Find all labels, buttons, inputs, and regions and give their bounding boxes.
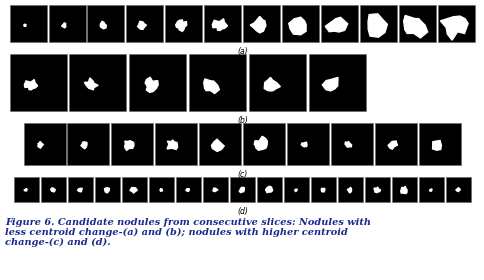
Text: (d): (d) — [237, 207, 247, 216]
Bar — [199, 123, 241, 165]
Polygon shape — [320, 188, 324, 192]
Polygon shape — [185, 189, 189, 192]
Bar — [69, 54, 126, 111]
Polygon shape — [81, 142, 87, 149]
Polygon shape — [24, 80, 38, 90]
Bar — [249, 54, 306, 111]
Bar — [331, 123, 373, 165]
Bar — [364, 177, 389, 202]
Bar — [67, 123, 109, 165]
Bar — [282, 5, 319, 42]
Text: Figure 6. Candidate nodules from consecutive slices: Nodules with: Figure 6. Candidate nodules from consecu… — [5, 218, 370, 227]
Bar — [375, 123, 417, 165]
Bar — [149, 177, 174, 202]
Polygon shape — [212, 19, 227, 31]
Polygon shape — [373, 187, 380, 193]
Polygon shape — [250, 16, 265, 33]
Bar — [445, 177, 470, 202]
Polygon shape — [124, 141, 134, 150]
Bar — [203, 177, 227, 202]
Polygon shape — [264, 77, 280, 91]
Bar — [14, 177, 39, 202]
Bar — [129, 54, 186, 111]
Bar — [176, 177, 200, 202]
Bar — [399, 5, 436, 42]
Bar — [243, 5, 280, 42]
Polygon shape — [166, 140, 177, 150]
Bar — [243, 123, 285, 165]
Text: (b): (b) — [237, 116, 247, 125]
Bar — [10, 5, 46, 42]
Bar — [95, 177, 120, 202]
Polygon shape — [239, 187, 244, 193]
Text: (c): (c) — [237, 170, 247, 179]
Polygon shape — [294, 189, 297, 192]
Polygon shape — [24, 189, 27, 191]
Bar — [48, 5, 85, 42]
Polygon shape — [325, 17, 347, 32]
Polygon shape — [211, 139, 224, 151]
Polygon shape — [100, 21, 106, 29]
Polygon shape — [212, 188, 217, 192]
Polygon shape — [38, 141, 43, 148]
Bar — [126, 5, 163, 42]
Polygon shape — [344, 142, 351, 147]
Bar — [229, 177, 255, 202]
Polygon shape — [455, 188, 459, 192]
Polygon shape — [367, 14, 387, 37]
Bar — [419, 123, 461, 165]
Polygon shape — [347, 187, 351, 193]
Polygon shape — [84, 78, 98, 90]
Polygon shape — [77, 188, 82, 192]
Bar — [321, 5, 358, 42]
Polygon shape — [301, 142, 306, 147]
Polygon shape — [432, 141, 440, 150]
Bar — [189, 54, 246, 111]
Bar — [111, 123, 153, 165]
Bar — [257, 177, 281, 202]
Polygon shape — [265, 186, 272, 193]
Polygon shape — [104, 188, 109, 193]
Polygon shape — [137, 21, 146, 29]
Text: (a): (a) — [237, 47, 247, 56]
Polygon shape — [203, 79, 219, 94]
Bar — [204, 5, 241, 42]
Polygon shape — [403, 15, 427, 38]
Polygon shape — [387, 141, 396, 149]
Bar — [155, 123, 197, 165]
Bar — [309, 54, 366, 111]
Polygon shape — [145, 77, 158, 92]
Polygon shape — [322, 77, 337, 91]
Polygon shape — [175, 20, 186, 31]
Bar — [68, 177, 93, 202]
Bar — [122, 177, 147, 202]
Text: less centroid change-(a) and (b); nodules with higher centroid: less centroid change-(a) and (b); nodule… — [5, 228, 347, 237]
Bar — [337, 177, 362, 202]
Polygon shape — [254, 136, 267, 150]
Bar — [287, 123, 329, 165]
Bar — [438, 5, 474, 42]
Bar — [418, 177, 443, 202]
Bar — [284, 177, 308, 202]
Polygon shape — [400, 186, 406, 193]
Text: change-(c) and (d).: change-(c) and (d). — [5, 238, 110, 247]
Bar — [23, 123, 65, 165]
Polygon shape — [130, 188, 137, 193]
Polygon shape — [51, 188, 55, 192]
Polygon shape — [288, 17, 305, 35]
Polygon shape — [429, 189, 431, 191]
Bar — [41, 177, 66, 202]
Bar — [165, 5, 202, 42]
Bar — [360, 5, 397, 42]
Polygon shape — [160, 188, 162, 191]
Bar — [87, 5, 124, 42]
Bar — [10, 54, 66, 111]
Bar — [310, 177, 335, 202]
Polygon shape — [61, 23, 66, 28]
Bar — [391, 177, 416, 202]
Polygon shape — [439, 16, 467, 40]
Polygon shape — [24, 24, 26, 27]
